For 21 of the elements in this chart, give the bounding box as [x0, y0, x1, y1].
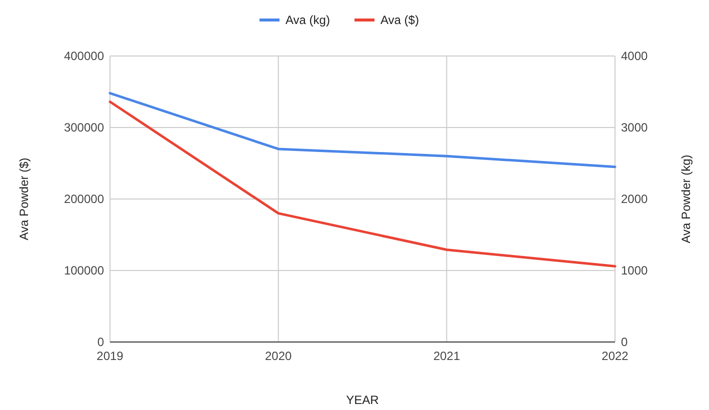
y-tick-label: 200000	[64, 192, 104, 206]
y-tick-label: 100000	[64, 264, 104, 278]
y2-axis-title: Ava Powder (kg)	[679, 154, 693, 244]
line-series	[108, 100, 616, 268]
legend-label: Ava (kg)	[286, 13, 330, 28]
line-series	[108, 92, 616, 168]
x-axis-title: YEAR	[346, 393, 380, 407]
y-axis-title: Ava Powder ($)	[17, 158, 31, 240]
x-tick-label: 2021	[433, 349, 460, 363]
y-tick-label: 400000	[64, 49, 104, 64]
y2-tick-label: 0	[621, 335, 628, 350]
y-tick-label: 300000	[64, 120, 104, 135]
legend-label: Ava ($)	[380, 13, 419, 28]
x-tick-label: 2019	[96, 349, 124, 363]
x-tick-label: 2020	[264, 349, 292, 363]
y2-tick-label: 2000	[621, 192, 648, 206]
y2-tick-label: 3000	[621, 120, 648, 135]
y-tick-label: 0	[97, 335, 104, 350]
x-tick-label: 2022	[602, 349, 629, 363]
y2-tick-label: 1000	[621, 264, 648, 278]
y2-tick-label: 4000	[621, 49, 648, 64]
